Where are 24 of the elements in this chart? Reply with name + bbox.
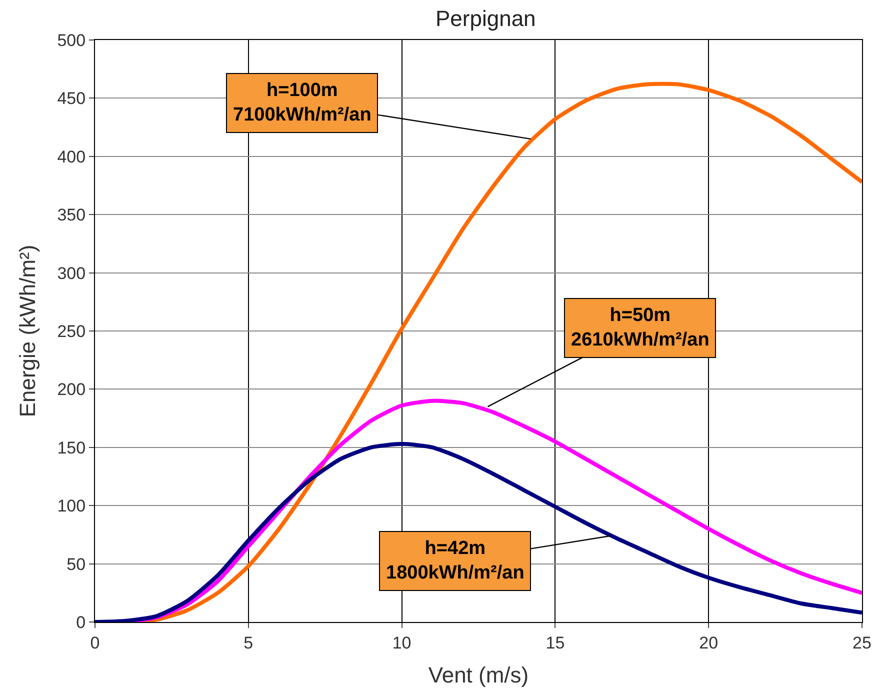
x-tick-label: 25 [852,633,872,652]
y-tick-label: 150 [57,438,86,458]
y-tick-label: 450 [57,89,86,108]
line-series [95,442,862,622]
chart-title: Perpignan [435,6,536,31]
x-tick-label: 0 [90,633,100,652]
annotation: h=100m 7100kWh/m²/an [233,80,372,126]
y-tick-label: 200 [57,380,86,400]
y-tick-label: 300 [57,264,86,283]
y-tick-label: 350 [57,206,86,225]
y-tick-label: 500 [57,30,86,50]
y-tick-label: 50 [66,554,86,574]
x-tick-label: 5 [244,633,254,652]
y-axis-title: Energie (kWh/m²) [15,244,40,418]
y-tick-label: 400 [57,147,86,166]
annotation: h=50m 2610kWh/m²/an [571,305,710,351]
x-tick-label: 20 [699,633,718,652]
x-tick-label: 15 [546,633,565,652]
x-axis-title: Vent (m/s) [428,662,529,688]
y-tick-label: 250 [57,322,86,341]
y-tick-label: 0 [76,612,86,632]
annotation: h=42m 1800kWh/m²/an [386,538,524,584]
x-tick-label: 10 [392,633,412,652]
y-tick-label: 100 [57,496,86,516]
